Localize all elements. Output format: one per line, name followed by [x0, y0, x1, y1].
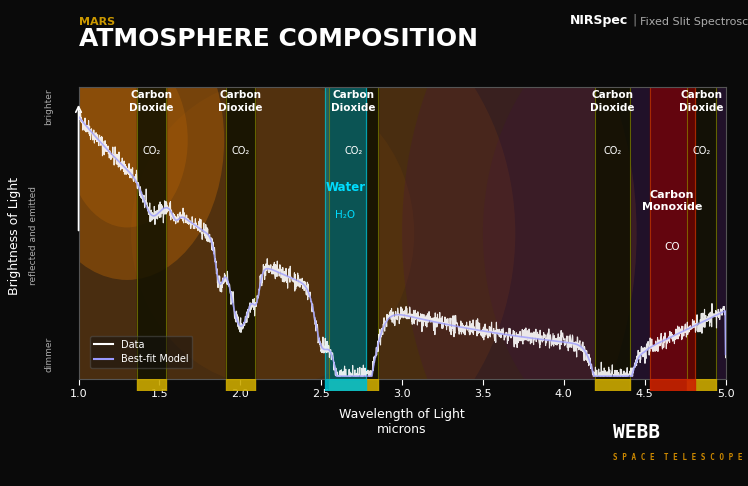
Bar [137, 379, 166, 391]
Text: CO: CO [664, 242, 680, 252]
Text: CO₂: CO₂ [603, 146, 622, 156]
Bar [687, 379, 716, 391]
Ellipse shape [0, 0, 637, 486]
Bar [687, 87, 716, 379]
Text: CO₂: CO₂ [142, 146, 161, 156]
Text: reflected and emitted: reflected and emitted [29, 186, 38, 285]
Text: Carbon
Dioxide: Carbon Dioxide [218, 90, 263, 113]
Text: MARS: MARS [79, 17, 114, 27]
Ellipse shape [483, 15, 748, 452]
Text: CO₂: CO₂ [231, 146, 249, 156]
Legend: Data, Best-fit Model: Data, Best-fit Model [90, 336, 192, 368]
Text: Carbon
Monoxide: Carbon Monoxide [642, 190, 702, 212]
Bar [329, 87, 378, 379]
Text: Brightness of Light: Brightness of Light [8, 177, 22, 295]
Bar [226, 87, 255, 379]
X-axis label: Wavelength of Light
microns: Wavelength of Light microns [339, 408, 465, 436]
Bar [595, 87, 630, 379]
Bar [649, 87, 695, 379]
Bar [595, 379, 630, 391]
Text: Water: Water [325, 181, 366, 194]
Bar [325, 379, 366, 391]
Text: CO₂: CO₂ [692, 146, 711, 156]
Text: brighter: brighter [44, 88, 53, 125]
Text: Carbon
Dioxide: Carbon Dioxide [590, 90, 634, 113]
Ellipse shape [402, 0, 748, 486]
Text: Fixed Slit Spectroscopy: Fixed Slit Spectroscopy [640, 17, 748, 27]
Bar [137, 87, 166, 379]
Text: |: | [632, 14, 637, 27]
Bar [226, 379, 255, 391]
Text: H₂O: H₂O [335, 210, 355, 220]
Text: Carbon
Dioxide: Carbon Dioxide [331, 90, 375, 113]
Text: Carbon
Dioxide: Carbon Dioxide [129, 90, 174, 113]
Text: CO₂: CO₂ [344, 146, 363, 156]
Ellipse shape [131, 80, 414, 386]
Ellipse shape [30, 0, 224, 280]
Text: S P A C E  T E L E S C O P E: S P A C E T E L E S C O P E [613, 452, 743, 462]
Text: ATMOSPHERE COMPOSITION: ATMOSPHERE COMPOSITION [79, 27, 477, 51]
Text: NIRSpec: NIRSpec [570, 14, 628, 27]
Bar [649, 379, 695, 391]
Ellipse shape [30, 0, 515, 486]
Bar [329, 379, 378, 391]
Text: Carbon
Dioxide: Carbon Dioxide [679, 90, 723, 113]
Ellipse shape [67, 52, 188, 227]
Text: WEBB: WEBB [613, 423, 660, 442]
Text: dimmer: dimmer [44, 337, 53, 372]
Bar [325, 87, 366, 379]
